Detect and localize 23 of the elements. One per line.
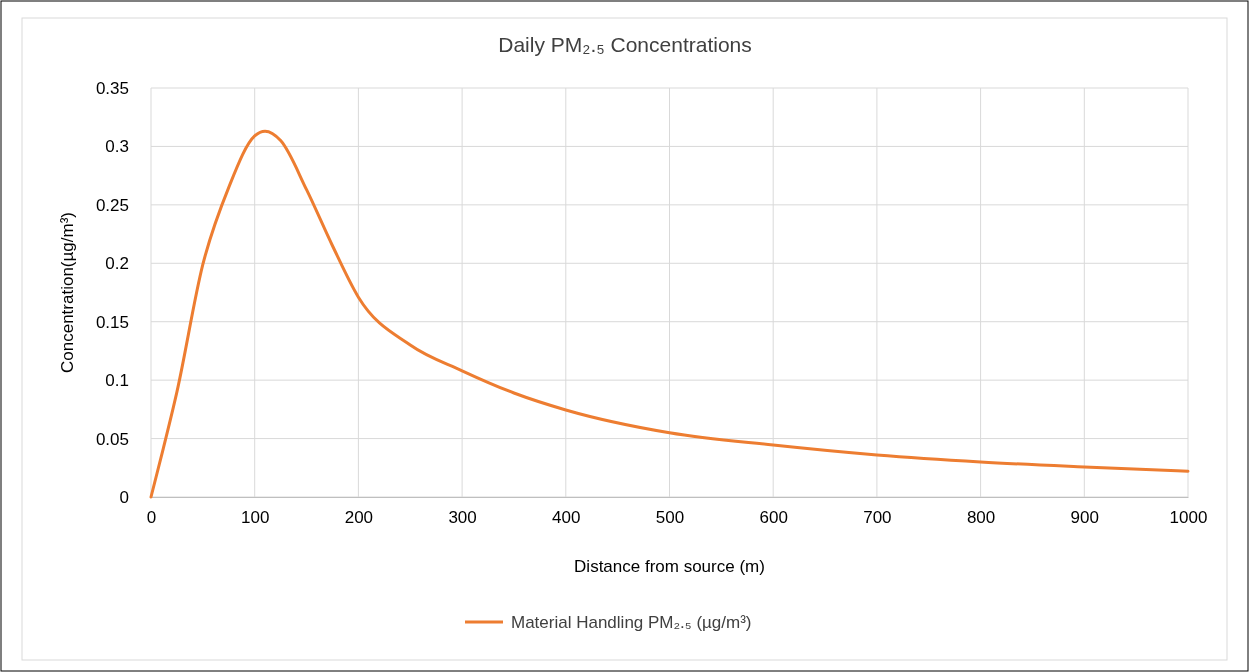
chart-title: Daily PM₂.₅ Concentrations (498, 33, 752, 56)
x-tick-label: 900 (1070, 508, 1099, 528)
y-axis-title: Concentration(µg/m³) (58, 212, 77, 373)
y-tick-label: 0.1 (105, 371, 129, 391)
x-tick-label: 1000 (1169, 508, 1208, 528)
x-tick-label: 0 (146, 508, 157, 528)
x-tick-label: 200 (344, 508, 374, 528)
y-tick-label: 0.15 (95, 312, 129, 332)
y-tick-label: 0 (119, 487, 129, 507)
x-tick-label: 300 (448, 508, 477, 528)
y-tick-label: 0.05 (95, 429, 129, 449)
x-tick-label: 600 (759, 508, 788, 528)
y-tick-label: 0.3 (105, 137, 129, 157)
y-tick-label: 0.35 (95, 78, 129, 98)
x-tick-label: 700 (863, 508, 892, 528)
x-tick-label: 800 (966, 508, 996, 528)
legend-label: Material Handling PM₂.₅ (µg/m³) (511, 613, 752, 632)
x-tick-label: 100 (241, 508, 270, 528)
x-tick-label: 400 (552, 508, 581, 528)
x-axis-title: Distance from source (m) (574, 557, 765, 576)
y-tick-label: 0.25 (95, 195, 129, 215)
y-tick-label: 0.2 (105, 254, 129, 274)
x-tick-label: 500 (655, 508, 685, 528)
